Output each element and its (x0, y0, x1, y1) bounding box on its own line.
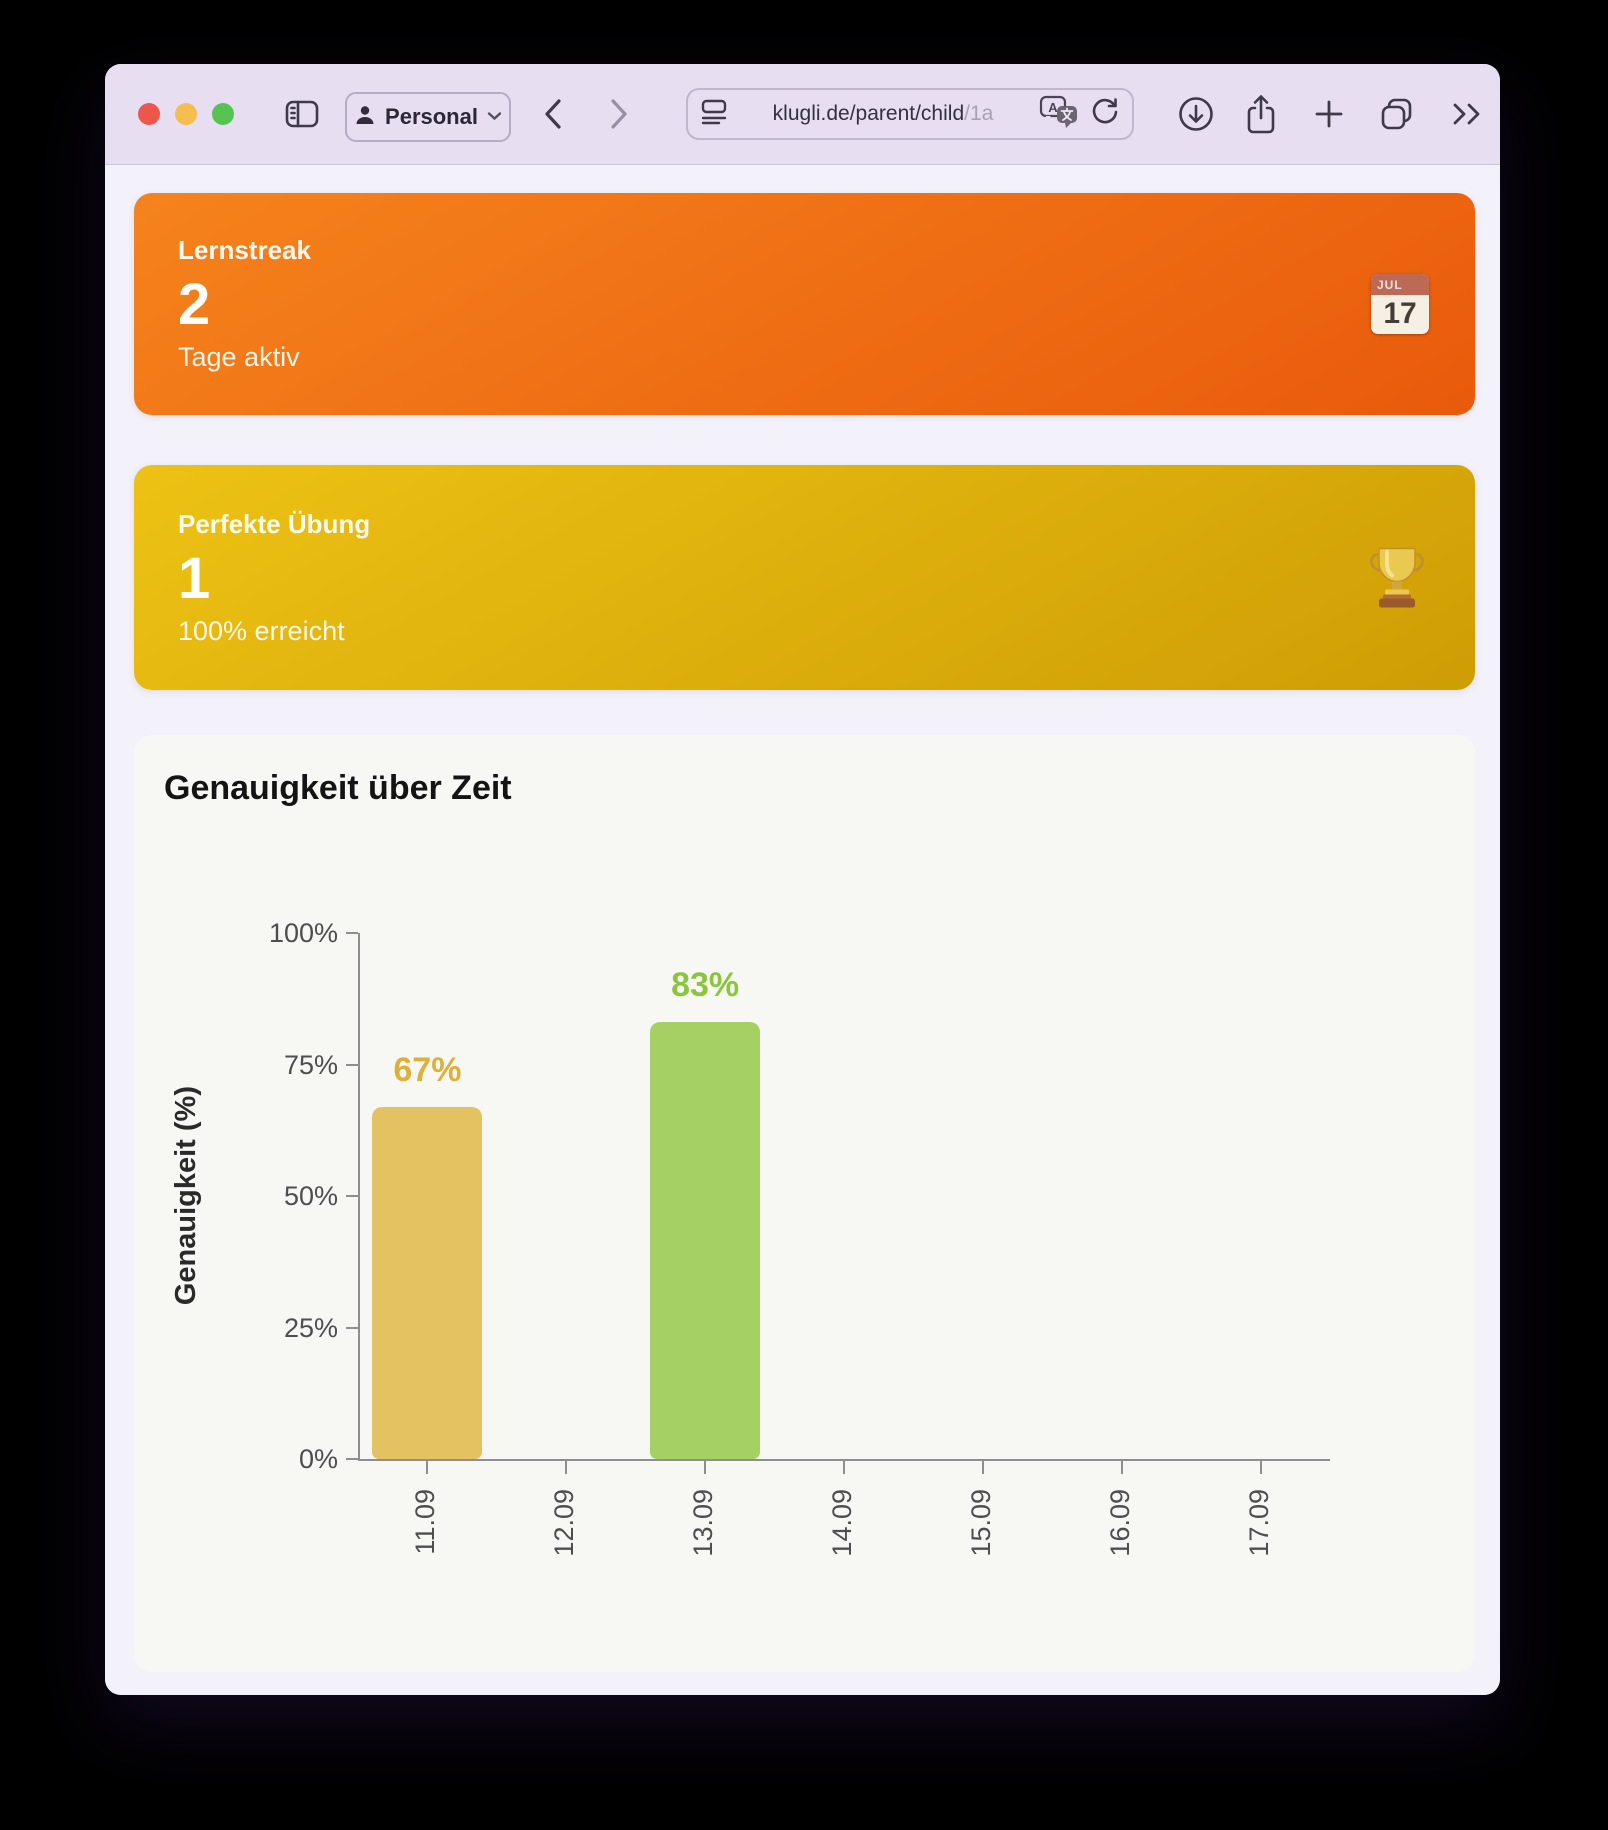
y-tick-label: 75% (283, 1049, 338, 1080)
y-tick-label: 100% (268, 918, 338, 948)
back-button[interactable] (541, 95, 565, 133)
share-button[interactable] (1242, 92, 1280, 136)
translate-button[interactable]: A (1038, 94, 1080, 135)
new-tab-button[interactable] (1312, 97, 1346, 131)
zoom-window-button[interactable] (212, 103, 234, 125)
x-tick-label: 15.09 (965, 1489, 996, 1557)
x-tick-mark (1120, 1461, 1123, 1474)
svg-text:A: A (1048, 100, 1058, 115)
y-tick-label: 0% (298, 1444, 338, 1474)
chart-bar[interactable] (650, 1022, 761, 1459)
bar-value-label: 83% (671, 966, 740, 1005)
y-axis-line (358, 933, 360, 1459)
x-tick-mark (1259, 1461, 1262, 1474)
url-text: klugli.de/parent/child/1a (772, 102, 994, 125)
chart-title: Genauigkeit über Zeit (164, 769, 512, 807)
x-tick-mark (843, 1461, 845, 1474)
x-tick-label: 16.09 (1104, 1489, 1135, 1557)
lernstreak-subtitle: Tage aktiv (178, 342, 300, 372)
page-content: Lernstreak 2 Tage aktiv JUL 17 Perfekte … (105, 165, 1500, 1695)
share-icon (1242, 92, 1280, 136)
x-tick-mark (704, 1461, 707, 1474)
sidebar-toggle-button[interactable] (283, 95, 321, 133)
y-tick-mark (346, 932, 358, 934)
tab-overview-button[interactable] (1377, 94, 1417, 134)
url-suffix: /1a (964, 102, 994, 125)
address-bar[interactable]: klugli.de/parent/child/1a A (686, 88, 1134, 140)
chart-plot: 0% 25% 50% 75% 100% 11.09 67% 12.09 13.09 83% 14.0… (134, 735, 1475, 1672)
perfekte-uebung-title: Perfekte Übung (178, 508, 371, 539)
perfekte-uebung-card: Perfekte Übung 1 100% erreicht (134, 465, 1475, 690)
y-tick-mark (346, 1195, 358, 1197)
x-tick-label: 11.09 (410, 1489, 441, 1555)
page-format-icon (700, 97, 728, 132)
minimize-window-button[interactable] (175, 103, 197, 125)
y-tick-label: 25% (283, 1312, 338, 1343)
calendar-day: 17 (1383, 297, 1417, 330)
profile-button[interactable]: Personal (345, 92, 511, 142)
perfekte-uebung-value: 1 (178, 545, 211, 611)
trophy-icon (1365, 542, 1429, 613)
downloads-button[interactable] (1176, 94, 1216, 134)
calendar-icon: JUL 17 (1371, 274, 1429, 334)
sidebar-icon (283, 95, 321, 133)
x-tick-mark (565, 1461, 568, 1474)
y-tick-mark (346, 1458, 358, 1460)
chevron-left-icon (541, 95, 565, 133)
download-icon (1176, 94, 1216, 134)
forward-button[interactable] (607, 95, 631, 133)
lernstreak-value: 2 (178, 272, 211, 337)
calendar-month: JUL (1371, 274, 1429, 295)
tabs-icon (1377, 94, 1417, 134)
lernstreak-title: Lernstreak (178, 235, 311, 265)
browser-toolbar: Personal (105, 64, 1500, 165)
x-tick-label: 17.09 (1243, 1489, 1274, 1557)
y-tick-label: 50% (283, 1181, 338, 1211)
y-tick-mark (346, 1326, 358, 1329)
browser-window: Personal (105, 64, 1500, 1695)
chevron-right-icon (607, 95, 631, 133)
lernstreak-card: Lernstreak 2 Tage aktiv JUL 17 (134, 193, 1475, 415)
more-tools-button[interactable] (1449, 100, 1487, 128)
bar-value-label: 67% (393, 1050, 462, 1089)
x-tick-mark (981, 1461, 984, 1474)
chart-bar[interactable] (372, 1106, 483, 1459)
profile-label: Personal (385, 104, 478, 129)
y-tick-mark (346, 1063, 358, 1066)
x-tick-label: 13.09 (688, 1489, 719, 1557)
reload-button[interactable] (1090, 96, 1120, 133)
person-icon (354, 104, 376, 131)
plus-icon (1312, 97, 1346, 131)
window-controls (138, 103, 234, 125)
x-tick-label: 14.09 (827, 1489, 857, 1557)
chevrons-right-icon (1449, 100, 1487, 128)
perfekte-uebung-subtitle: 100% erreicht (178, 615, 345, 646)
close-window-button[interactable] (138, 103, 160, 125)
accuracy-chart-card: Genauigkeit über Zeit Genauigkeit (%) 0%… (134, 735, 1475, 1672)
chevron-down-icon (487, 108, 502, 126)
x-tick-label: 12.09 (549, 1489, 580, 1557)
x-tick-mark (426, 1461, 429, 1474)
x-axis-line (358, 1459, 1330, 1461)
